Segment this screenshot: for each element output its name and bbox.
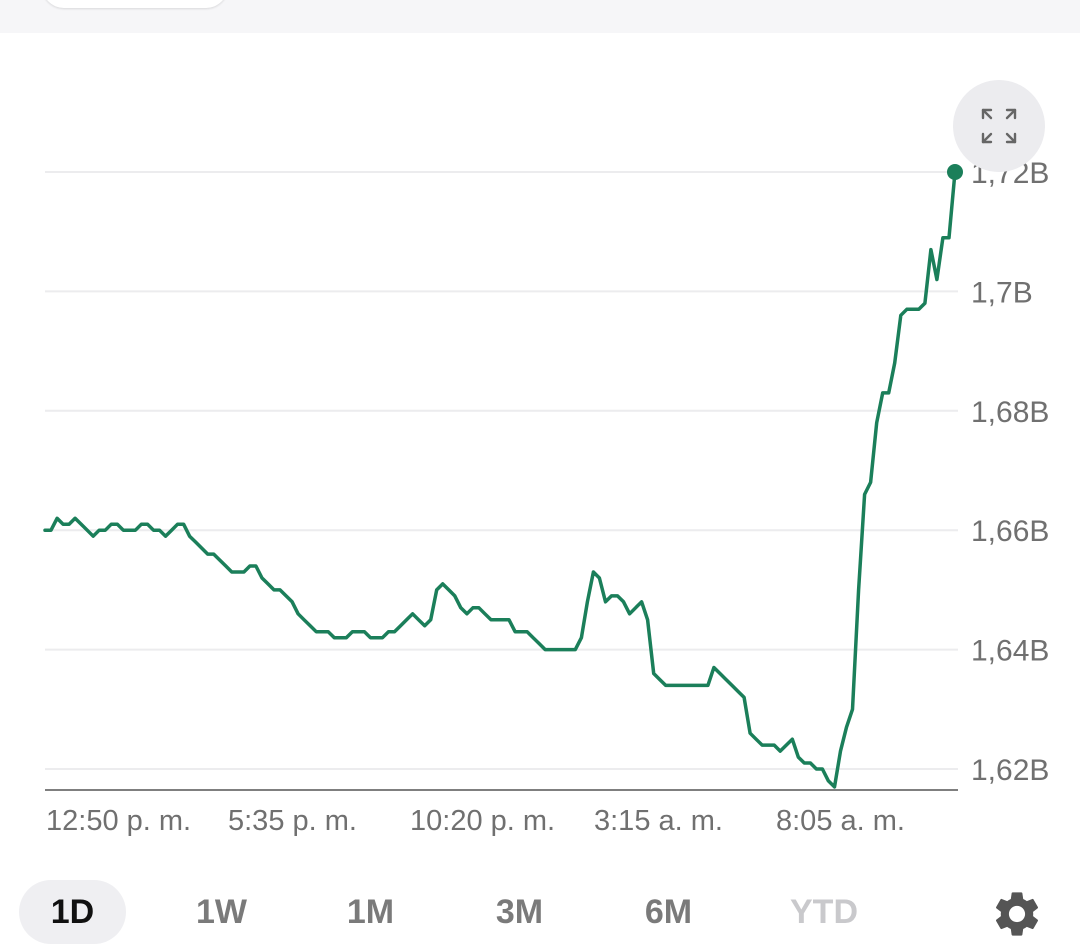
y-tick-label: 1,7B: [971, 276, 1033, 309]
range-tab-1d[interactable]: 1D: [19, 880, 126, 944]
x-tick-label: 10:20 p. m.: [410, 805, 555, 837]
series: [43, 164, 963, 789]
range-tab-label: 1M: [346, 892, 395, 931]
top-bar: [0, 0, 1080, 33]
range-tab-label: YTD: [790, 892, 858, 931]
x-tick-label: 12:50 p. m.: [46, 805, 191, 837]
x-axis-labels: 12:50 p. m. 5:35 p. m. 10:20 p. m. 3:15 a. …: [46, 805, 905, 837]
range-tab-ytd: YTD: [764, 880, 884, 944]
y-tick-label: 1,64B: [971, 635, 1049, 668]
grid: [45, 171, 958, 770]
x-tick-label: 5:35 p. m.: [228, 805, 357, 837]
y-tick-label: 1,66B: [971, 515, 1049, 548]
x-tick-label: 8:05 a. m.: [776, 805, 905, 837]
expand-button[interactable]: [953, 80, 1045, 172]
range-tab-label: 3M: [495, 892, 544, 931]
range-tab-3m[interactable]: 3M: [466, 880, 573, 944]
last-point-marker: [947, 164, 963, 180]
price-line: [43, 170, 957, 789]
top-pill-button[interactable]: [42, 0, 228, 8]
range-tab-6m[interactable]: 6M: [615, 880, 722, 944]
range-tab-label: 1D: [50, 892, 95, 931]
expand-icon: [981, 108, 1017, 144]
x-tick-label: 3:15 a. m.: [594, 805, 723, 837]
range-selector: 1D 1W 1M 3M 6M YTD: [0, 877, 1080, 949]
range-tab-1w[interactable]: 1W: [168, 880, 275, 944]
gear-icon: [995, 892, 1039, 936]
range-tab-label: 1W: [196, 892, 247, 931]
range-tab-label: 6M: [644, 892, 693, 931]
settings-button[interactable]: [988, 885, 1046, 943]
y-tick-label: 1,62B: [971, 754, 1049, 787]
range-tab-1m[interactable]: 1M: [317, 880, 424, 944]
y-tick-label: 1,68B: [971, 396, 1049, 429]
